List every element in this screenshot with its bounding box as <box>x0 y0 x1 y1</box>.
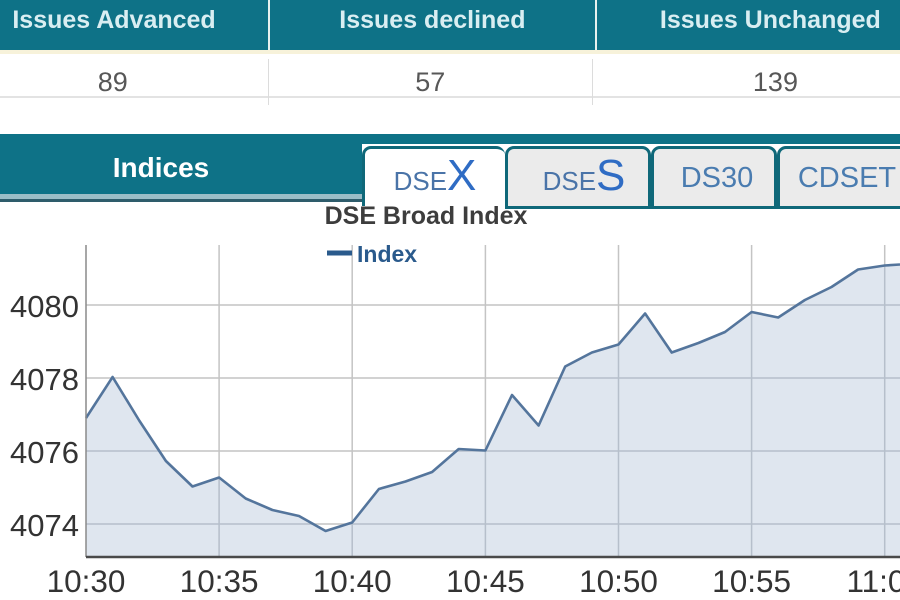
svg-text:4080: 4080 <box>10 289 79 324</box>
svg-text:11:00: 11:00 <box>846 563 900 599</box>
svg-text:10:30: 10:30 <box>47 563 126 599</box>
svg-text:10:45: 10:45 <box>446 563 525 599</box>
svg-text:10:55: 10:55 <box>712 563 791 599</box>
svg-text:4078: 4078 <box>10 362 79 397</box>
svg-text:Index: Index <box>357 241 417 267</box>
svg-text:4076: 4076 <box>10 435 79 470</box>
svg-text:4074: 4074 <box>10 508 79 543</box>
svg-text:10:35: 10:35 <box>180 563 259 599</box>
svg-text:10:40: 10:40 <box>313 563 392 599</box>
svg-text:10:50: 10:50 <box>579 563 658 599</box>
